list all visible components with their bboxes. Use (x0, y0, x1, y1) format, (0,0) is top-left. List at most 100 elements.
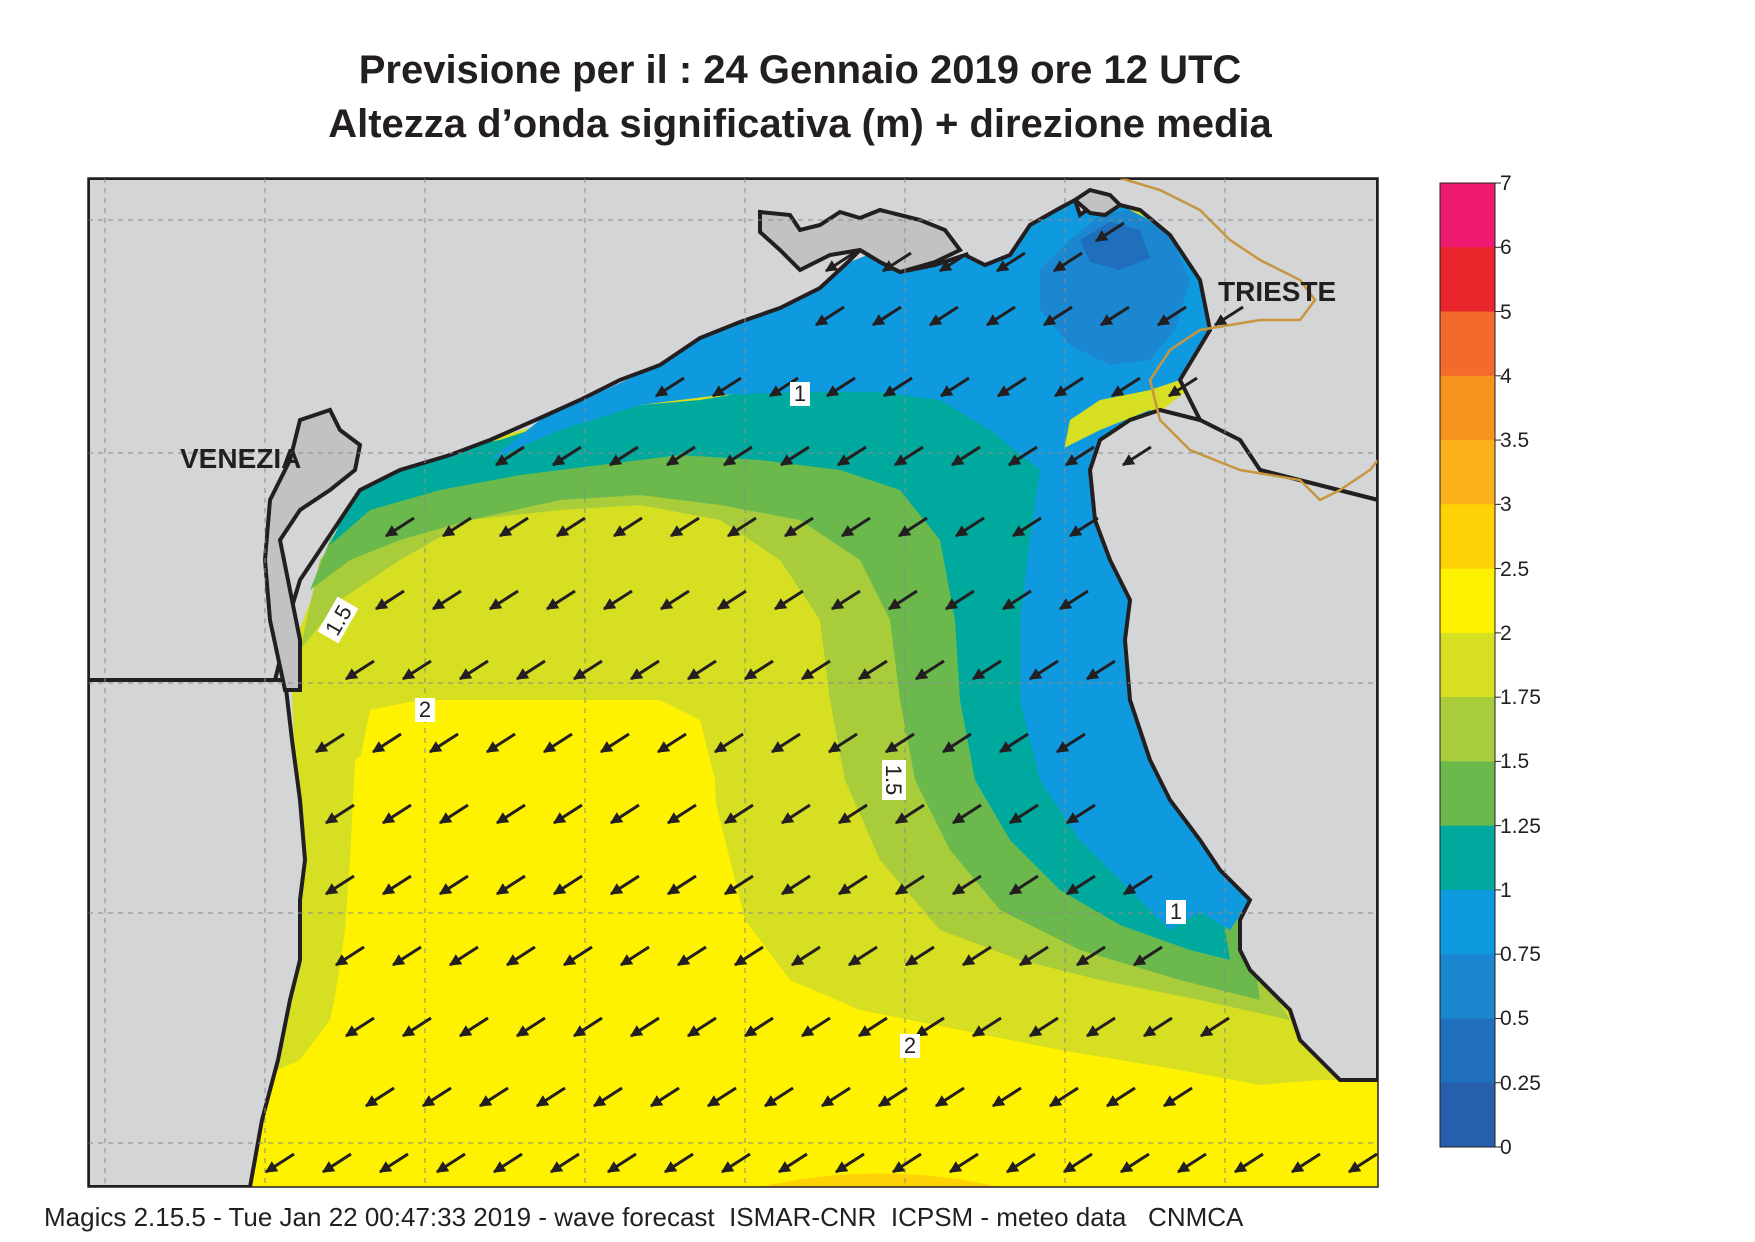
contour-label: 1 (1170, 899, 1182, 924)
wave-direction-arrow (608, 445, 639, 467)
wave-direction-arrow (1011, 516, 1042, 538)
wave-direction-arrow (1347, 1152, 1378, 1174)
wave-direction-arrow (790, 945, 821, 967)
wave-direction-arrow (894, 803, 925, 825)
wave-direction-arrow (837, 874, 868, 896)
contour-label: 2 (419, 697, 431, 722)
colorbar-tick-label: 0.5 (1500, 1007, 1530, 1031)
lagoon-venice (262, 407, 363, 692)
wave-direction-arrow (381, 803, 412, 825)
wave-direction-arrow (666, 874, 697, 896)
wave-direction-arrow (773, 589, 804, 611)
sea-band-1-1.25 (330, 380, 1230, 960)
wave-direction-arrow (602, 589, 633, 611)
wave-direction-arrow (800, 659, 831, 681)
wave-direction-arrow (800, 1016, 831, 1038)
wave-direction-arrow (663, 1152, 694, 1174)
wave-direction-arrow (374, 589, 405, 611)
wave-direction-arrow (401, 659, 432, 681)
wave-direction-arrow (1068, 516, 1099, 538)
wave-direction-arrow (494, 445, 525, 467)
wave-direction-arrow (1156, 305, 1187, 327)
wave-direction-arrow (1122, 874, 1153, 896)
colorbar-tick-label: 3.5 (1500, 429, 1530, 453)
wave-direction-arrow (592, 1086, 623, 1108)
wave-direction-arrow (1064, 445, 1095, 467)
wave-direction-arrow (391, 945, 422, 967)
colorbar-swatch (1440, 375, 1495, 441)
wave-direction-arrow (492, 1152, 523, 1174)
wave-direction-arrow (629, 1016, 660, 1038)
wave-direction-arrow (659, 589, 690, 611)
wave-direction-arrow (1162, 1086, 1193, 1108)
wave-direction-arrow (1042, 305, 1073, 327)
wave-direction-arrow (609, 803, 640, 825)
wave-direction-arrow (770, 732, 801, 754)
wave-direction-arrow (599, 732, 630, 754)
wave-direction-arrow (619, 945, 650, 967)
sea-band-0.5-0.75 (1040, 210, 1190, 365)
wave-direction-arrow (894, 874, 925, 896)
map-area (88, 178, 1378, 1187)
land-west-coast (88, 678, 308, 1187)
wave-direction-arrow (891, 1152, 922, 1174)
wave-direction-arrow (1008, 803, 1039, 825)
colorbar-swatch (1440, 761, 1495, 827)
colorbar-swatch (1440, 568, 1495, 634)
state-border (1119, 178, 1378, 502)
wave-direction-arrow (743, 659, 774, 681)
wave-direction-arrow (1085, 1016, 1116, 1038)
colorbar-tick-label: 1 (1500, 878, 1512, 902)
wave-direction-arrow (438, 803, 469, 825)
wave-direction-arrow (612, 516, 643, 538)
wave-direction-arrow (378, 1152, 409, 1174)
wave-direction-arrow (961, 945, 992, 967)
wave-direction-arrow (1121, 445, 1152, 467)
contour-label: 2 (904, 1033, 916, 1058)
wave-direction-arrow (779, 445, 810, 467)
colorbar-swatch (1440, 1082, 1495, 1148)
wave-direction-arrow (716, 589, 747, 611)
sea-band-0.75-1 (490, 200, 1220, 930)
wave-direction-arrow (996, 376, 1027, 398)
wave-direction-arrow (743, 1016, 774, 1038)
wave-direction-arrow (985, 305, 1016, 327)
wave-direction-arrow (344, 659, 375, 681)
wave-direction-arrow (711, 376, 742, 398)
place-label-trieste: TRIESTE (1218, 276, 1336, 307)
wave-direction-arrow (814, 305, 845, 327)
wave-direction-arrow (723, 874, 754, 896)
colorbar-tick-label: 1.5 (1500, 750, 1530, 774)
map-frame (87, 177, 1379, 1188)
colorbar-tick-label: 3 (1500, 493, 1512, 517)
wave-direction-arrow (324, 803, 355, 825)
wave-direction-arrow (666, 803, 697, 825)
wave-direction-arrow (1110, 376, 1141, 398)
wave-direction-arrow (882, 376, 913, 398)
wave-direction-arrow (606, 1152, 637, 1174)
wave-direction-arrow (1094, 221, 1125, 243)
colorbar-tick-label: 6 (1500, 236, 1512, 260)
wave-direction-arrow (549, 1152, 580, 1174)
wave-direction-arrow (1048, 1086, 1079, 1108)
wave-direction-arrow (857, 1016, 888, 1038)
wave-direction-arrow (676, 945, 707, 967)
wave-direction-arrow (780, 874, 811, 896)
wave-direction-arrow (938, 251, 969, 273)
wave-direction-arrow (431, 589, 462, 611)
wave-direction-arrow (448, 945, 479, 967)
wave-direction-arrow (421, 1086, 452, 1108)
colorbar-tick-label: 0 (1500, 1136, 1512, 1159)
colorbar-tick-label: 5 (1500, 300, 1512, 324)
wave-direction-arrow (1065, 874, 1096, 896)
colorbar-frame (1439, 182, 1496, 1148)
contour-label-group: 1 1.5 2 1.5 1 2 (317, 381, 1186, 1058)
wave-direction-arrow (723, 803, 754, 825)
wave-direction-arrow (939, 376, 970, 398)
wave-direction-arrow (649, 1086, 680, 1108)
wave-direction-arrow (768, 376, 799, 398)
wave-direction-arrow (914, 1016, 945, 1038)
wave-direction-arrow (1075, 945, 1106, 967)
wave-direction-arrow (609, 874, 640, 896)
wave-direction-arrow (572, 659, 603, 681)
